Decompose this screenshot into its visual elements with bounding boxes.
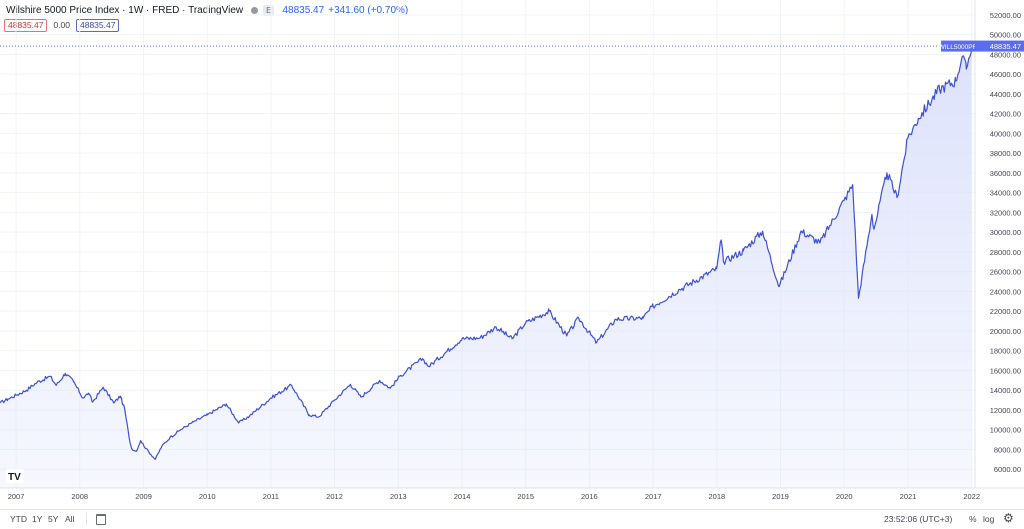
x-tick-label: 2022: [963, 492, 980, 501]
x-tick-label: 2013: [390, 492, 407, 501]
price-label: WILL5000PR 48835.47: [939, 40, 1024, 52]
settings-gear-icon[interactable]: ⚙: [1003, 511, 1014, 525]
y-tick-label: 28000.00: [990, 248, 1021, 257]
log-toggle[interactable]: log: [983, 514, 995, 524]
y-tick-label: 12000.00: [990, 406, 1021, 415]
y-tick-label: 14000.00: [990, 386, 1021, 395]
y-tick-label: 26000.00: [990, 268, 1021, 277]
symbol-title[interactable]: Wilshire 5000 Price Index · 1W · FRED · …: [6, 4, 244, 16]
toolbar-divider: [86, 513, 87, 525]
logo-background: [6, 469, 24, 483]
time-axis[interactable]: 2007 2008 2009 2010 2011 2012 2013 2014 2015 2016…: [0, 487, 1024, 501]
x-tick-label: 2016: [581, 492, 598, 501]
symbol-label-box: [941, 40, 975, 52]
y-tick-label: 8000.00: [994, 445, 1021, 454]
chart-header: Wilshire 5000 Price Index · 1W · FRED · …: [0, 0, 975, 36]
y-tick-label: 6000.00: [994, 465, 1021, 474]
x-tick-label: 2020: [836, 492, 853, 501]
tradingview-logo[interactable]: TV: [6, 469, 24, 483]
range-all-button[interactable]: All: [65, 514, 75, 524]
price-row: 48835.47 0.00 48835.47: [4, 18, 120, 32]
y-tick-label: 20000.00: [990, 327, 1021, 336]
y-tick-label: 22000.00: [990, 307, 1021, 316]
y-tick-label: 24000.00: [990, 287, 1021, 296]
value-label-box: [975, 40, 1024, 52]
price-axis[interactable]: 6000.00 8000.00 10000.00 12000.00 14000.00 16…: [974, 0, 1021, 488]
market-status-dot-icon: [251, 6, 259, 14]
y-tick-label: 48000.00: [990, 50, 1021, 59]
x-tick-label: 2017: [645, 492, 662, 501]
y-tick-label: 32000.00: [990, 208, 1021, 217]
y-tick-label: 10000.00: [990, 426, 1021, 435]
y-tick-label: 36000.00: [990, 169, 1021, 178]
x-tick-label: 2015: [517, 492, 534, 501]
x-tick-label: 2012: [326, 492, 343, 501]
clock-time[interactable]: 23:52:06 (UTC+3): [884, 514, 953, 524]
y-tick-label: 44000.00: [990, 90, 1021, 99]
legend-row[interactable]: Wilshire 5000 Price Index · 1W · FRED · …: [6, 3, 408, 17]
value-label: 48835.47: [990, 42, 1021, 51]
x-tick-label: 2009: [135, 492, 152, 501]
x-tick-label: 2008: [71, 492, 88, 501]
price-chart[interactable]: 6000.00 8000.00 10000.00 12000.00 14000.00 16…: [0, 0, 1024, 510]
x-tick-label: 2007: [8, 492, 25, 501]
area-path: [0, 46, 972, 488]
series-line: [0, 46, 973, 460]
y-tick-label: 18000.00: [990, 347, 1021, 356]
range-5y-button[interactable]: 5Y: [48, 514, 59, 524]
x-tick-label: 2010: [199, 492, 216, 501]
y-tick-label: 38000.00: [990, 149, 1021, 158]
percent-toggle[interactable]: %: [969, 514, 977, 524]
y-tick-label: 52000.00: [990, 11, 1021, 20]
last-value: 48835.47: [282, 4, 325, 16]
calendar-icon[interactable]: [96, 514, 106, 525]
spread-value: 0.00: [53, 20, 70, 30]
y-tick-label: 40000.00: [990, 129, 1021, 138]
exchange-badge: E: [263, 4, 275, 16]
y-tick-label: 50000.00: [990, 31, 1021, 40]
range-ytd-button[interactable]: YTD: [10, 514, 27, 524]
tv-logo-icon: TV: [8, 472, 21, 483]
range-1y-button[interactable]: 1Y: [32, 514, 43, 524]
sell-price-box[interactable]: 48835.47: [4, 18, 48, 32]
buy-price-box[interactable]: 48835.47: [76, 18, 120, 32]
area-fill: [0, 46, 972, 488]
x-tick-label: 2019: [772, 492, 789, 501]
price-change: +341.60 (+0.70%): [328, 4, 409, 16]
series-path: [0, 46, 973, 460]
x-tick-label: 2018: [709, 492, 726, 501]
y-tick-label: 16000.00: [990, 366, 1021, 375]
x-tick-label: 2021: [900, 492, 917, 501]
y-tick-label: 42000.00: [990, 110, 1021, 119]
x-tick-label: 2011: [263, 492, 279, 501]
y-tick-label: 34000.00: [990, 189, 1021, 198]
bottom-toolbar: YTD 1Y 5Y All 23:52:06 (UTC+3) % log ⚙: [0, 509, 1024, 529]
y-tick-label: 30000.00: [990, 228, 1021, 237]
x-tick-label: 2014: [454, 492, 471, 501]
y-tick-label: 46000.00: [990, 70, 1021, 79]
symbol-label: WILL5000PR: [939, 44, 978, 51]
